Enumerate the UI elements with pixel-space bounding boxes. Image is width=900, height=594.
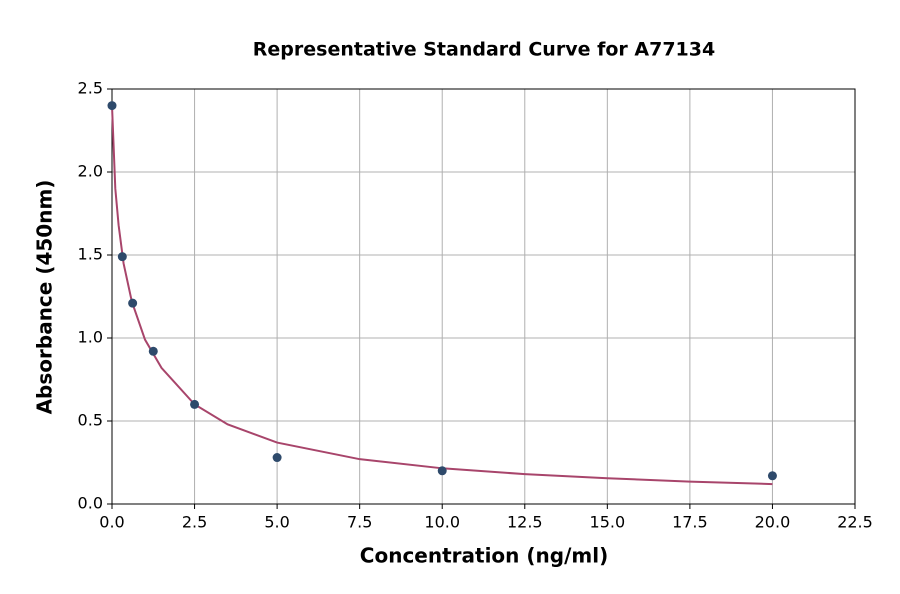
data-point [272, 453, 282, 463]
data-point [767, 471, 777, 481]
x-tick-label: 7.5 [347, 513, 372, 532]
x-tick-label: 22.5 [837, 513, 873, 532]
y-tick-label: 1.0 [78, 328, 103, 347]
data-point [148, 346, 158, 356]
grid [107, 88, 856, 509]
chart-title: Representative Standard Curve for A77134 [253, 39, 715, 61]
y-axis-title: Absorbance (450nm) [33, 180, 57, 415]
x-tick-label: 17.5 [672, 513, 708, 532]
x-tick-label: 15.0 [590, 513, 626, 532]
plot-frame [111, 88, 856, 505]
y-tick-label: 2.5 [78, 79, 103, 98]
y-tick-label: 2.0 [78, 162, 103, 181]
fit-curve [111, 105, 773, 486]
y-tick-label: 1.5 [78, 245, 103, 264]
data-point [190, 399, 200, 409]
x-tick-label: 10.0 [424, 513, 460, 532]
x-tick-label: 5.0 [264, 513, 289, 532]
marks [107, 101, 777, 486]
x-axis-title: Concentration (ng/ml) [360, 544, 608, 568]
y-tick-label: 0.5 [78, 411, 103, 430]
x-tick-label: 20.0 [755, 513, 791, 532]
x-tick-label: 2.5 [182, 513, 207, 532]
data-point [437, 466, 447, 476]
x-tick-label: 0.0 [99, 513, 124, 532]
data-point [117, 252, 127, 262]
x-tick-label: 12.5 [507, 513, 543, 532]
data-point [128, 298, 138, 308]
y-tick-label: 0.0 [78, 494, 103, 513]
data-point [107, 101, 117, 111]
